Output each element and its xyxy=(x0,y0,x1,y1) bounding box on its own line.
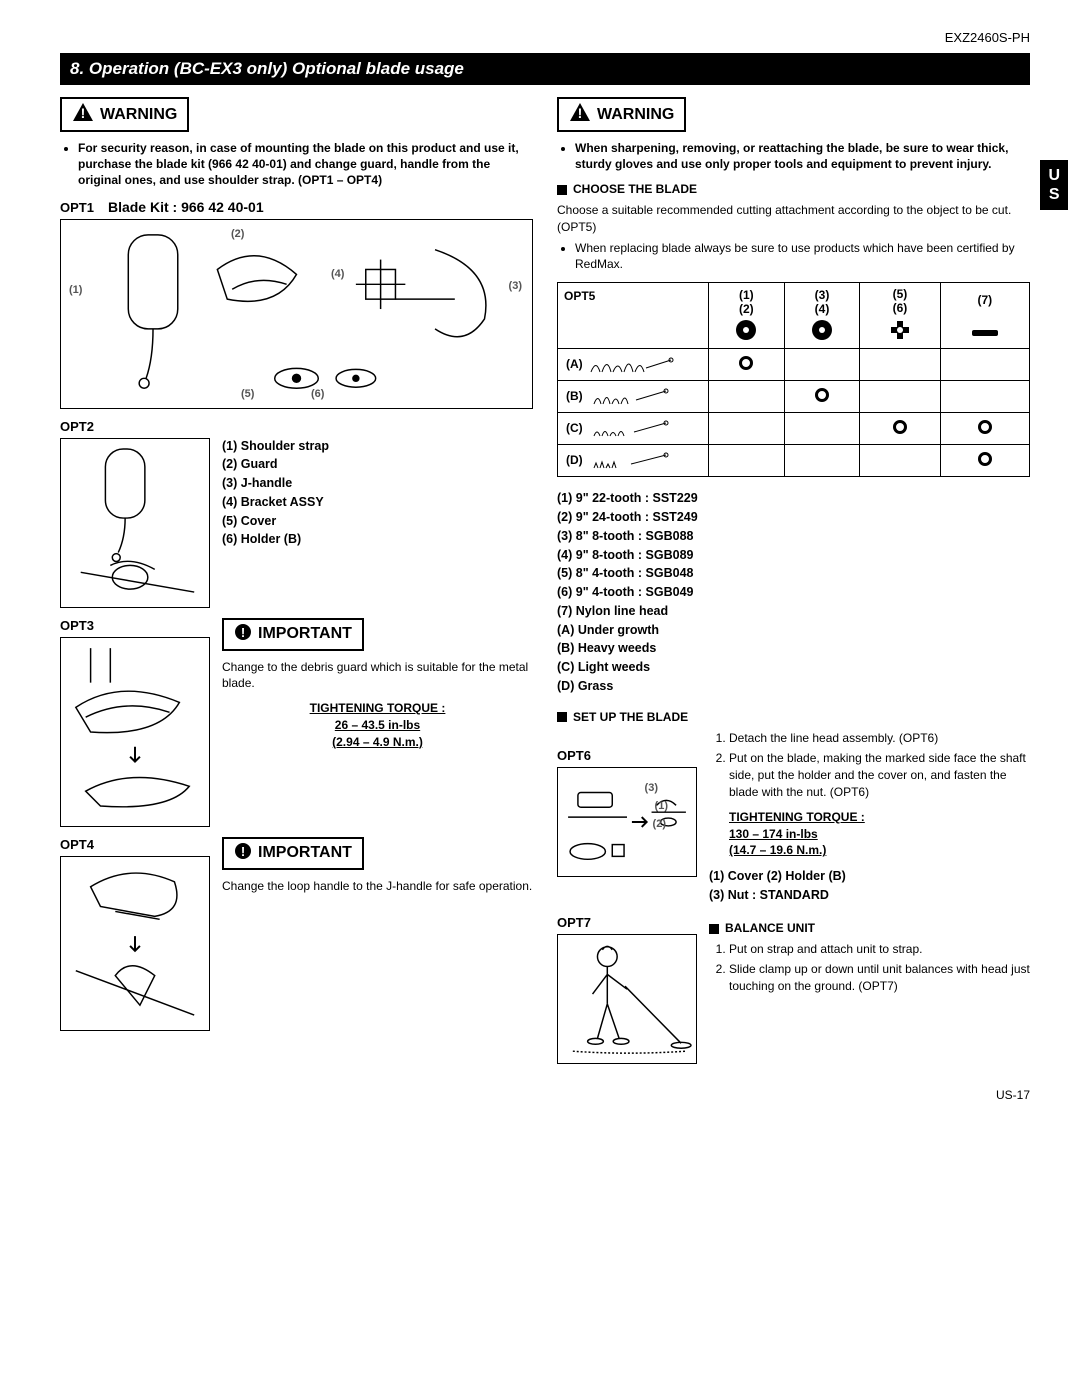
blade-table: OPT5 (1)(2) (3)(4) (5)(6) (7) xyxy=(557,282,1030,477)
side-tab: U S xyxy=(1040,160,1068,210)
opt1-label: OPT1 xyxy=(60,200,94,215)
balance-step-1: Put on strap and attach unit to strap. xyxy=(729,941,1030,958)
setup-head: SET UP THE BLADE xyxy=(557,710,1030,724)
model-number: EXZ2460S-PH xyxy=(60,30,1030,45)
warning-box-left: ! WARNING xyxy=(60,97,189,132)
blade-legend: (1) 9" 22-tooth : SST229 (2) 9" 24-tooth… xyxy=(557,489,1030,695)
opt2-figure xyxy=(60,438,210,608)
torque1-nm: (2.94 – 4.9 N.m.) xyxy=(222,734,533,751)
important1-text: Change to the debris guard which is suit… xyxy=(222,659,533,693)
torque2-val: 130 – 174 in-lbs xyxy=(729,826,1030,843)
opt4-label: OPT4 xyxy=(60,837,210,852)
opt6-c1: (1) xyxy=(655,800,668,812)
warning-label-r: WARNING xyxy=(597,106,674,124)
opt5-label: OPT5 xyxy=(558,283,709,349)
opt1-c1: (1) xyxy=(69,284,82,296)
section-title: 8. Operation (BC-EX3 only) Optional blad… xyxy=(60,53,1030,85)
choose-head: CHOOSE THE BLADE xyxy=(557,182,1030,196)
torque2-label: TIGHTENING TORQUE : xyxy=(729,809,1030,826)
balance-steps: Put on strap and attach unit to strap. S… xyxy=(709,941,1030,995)
important2-text: Change the loop handle to the J-handle f… xyxy=(222,878,533,895)
torque1: TIGHTENING TORQUE : 26 – 43.5 in-lbs (2.… xyxy=(222,700,533,750)
warning-icon: ! xyxy=(569,102,591,127)
table-row: (D) xyxy=(558,445,1030,477)
opt2-label: OPT2 xyxy=(60,419,210,434)
svg-text:!: ! xyxy=(241,844,245,859)
opt1-c2: (2) xyxy=(231,228,244,240)
warning-box-right: ! WARNING xyxy=(557,97,686,132)
important-box-1: ! IMPORTANT xyxy=(222,618,364,651)
side-tab-u: U xyxy=(1048,166,1060,185)
setup-steps: Detach the line head assembly. (OPT6) Pu… xyxy=(709,730,1030,801)
opt4-figure xyxy=(60,856,210,1031)
important-icon: ! xyxy=(234,842,252,865)
table-row: (C) xyxy=(558,413,1030,445)
opt1-figure: (1) (2) (3) (4) (5) (6) xyxy=(60,219,533,409)
table-row: (B) xyxy=(558,381,1030,413)
side-tab-s: S xyxy=(1048,185,1060,204)
setup-step-1: Detach the line head assembly. (OPT6) xyxy=(729,730,1030,747)
col-56: (5)(6) xyxy=(860,283,940,349)
important-label-1: IMPORTANT xyxy=(258,625,352,643)
opt3-figure xyxy=(60,637,210,827)
left-column: ! WARNING For security reason, in case o… xyxy=(60,97,533,1064)
opt1-c3: (3) xyxy=(509,280,522,292)
torque2-nm: (14.7 – 19.6 N.m.) xyxy=(729,842,1030,859)
torque1-val: 26 – 43.5 in-lbs xyxy=(222,717,533,734)
opt1-c5: (5) xyxy=(241,388,254,400)
blade-kit-title: Blade Kit : 966 42 40-01 xyxy=(108,199,264,215)
opt3-label: OPT3 xyxy=(60,618,210,633)
choose-text: Choose a suitable recommended cutting at… xyxy=(557,202,1030,236)
table-row: (A) xyxy=(558,349,1030,381)
left-warning-text: For security reason, in case of mounting… xyxy=(78,140,533,189)
cover-list: (1) Cover (2) Holder (B) (3) Nut : STAND… xyxy=(709,867,1030,905)
right-warning-text: When sharpening, removing, or reattachin… xyxy=(575,140,1030,172)
torque1-label: TIGHTENING TORQUE : xyxy=(222,700,533,717)
col-12: (1)(2) xyxy=(709,283,785,349)
col-7: (7) xyxy=(940,283,1029,349)
torque2: TIGHTENING TORQUE : 130 – 174 in-lbs (14… xyxy=(729,809,1030,859)
opt7-figure xyxy=(557,934,697,1064)
opt6-c2: (2) xyxy=(653,818,666,830)
warning-label: WARNING xyxy=(100,106,177,124)
opt6-c3: (3) xyxy=(645,782,658,794)
important-icon: ! xyxy=(234,623,252,646)
warning-icon: ! xyxy=(72,102,94,127)
choose-bullet: When replacing blade always be sure to u… xyxy=(575,240,1030,272)
opt6-figure: (1) (2) (3) xyxy=(557,767,697,877)
kit-list: (1) Shoulder strap (2) Guard (3) J-handl… xyxy=(222,419,329,550)
important-box-2: ! IMPORTANT xyxy=(222,837,364,870)
important-label-2: IMPORTANT xyxy=(258,844,352,862)
svg-text:!: ! xyxy=(81,105,86,121)
opt1-c6: (6) xyxy=(311,388,324,400)
setup-step-2: Put on the blade, making the marked side… xyxy=(729,750,1030,800)
page-footer: US-17 xyxy=(60,1088,1030,1102)
svg-text:!: ! xyxy=(578,105,583,121)
right-column: ! WARNING When sharpening, removing, or … xyxy=(557,97,1030,1064)
opt6-label: OPT6 xyxy=(557,748,697,763)
balance-step-2: Slide clamp up or down until unit balanc… xyxy=(729,961,1030,995)
balance-head: BALANCE UNIT xyxy=(709,921,1030,935)
svg-text:!: ! xyxy=(241,625,245,640)
opt7-label: OPT7 xyxy=(557,915,697,930)
opt1-c4: (4) xyxy=(331,268,344,280)
col-34: (3)(4) xyxy=(784,283,860,349)
